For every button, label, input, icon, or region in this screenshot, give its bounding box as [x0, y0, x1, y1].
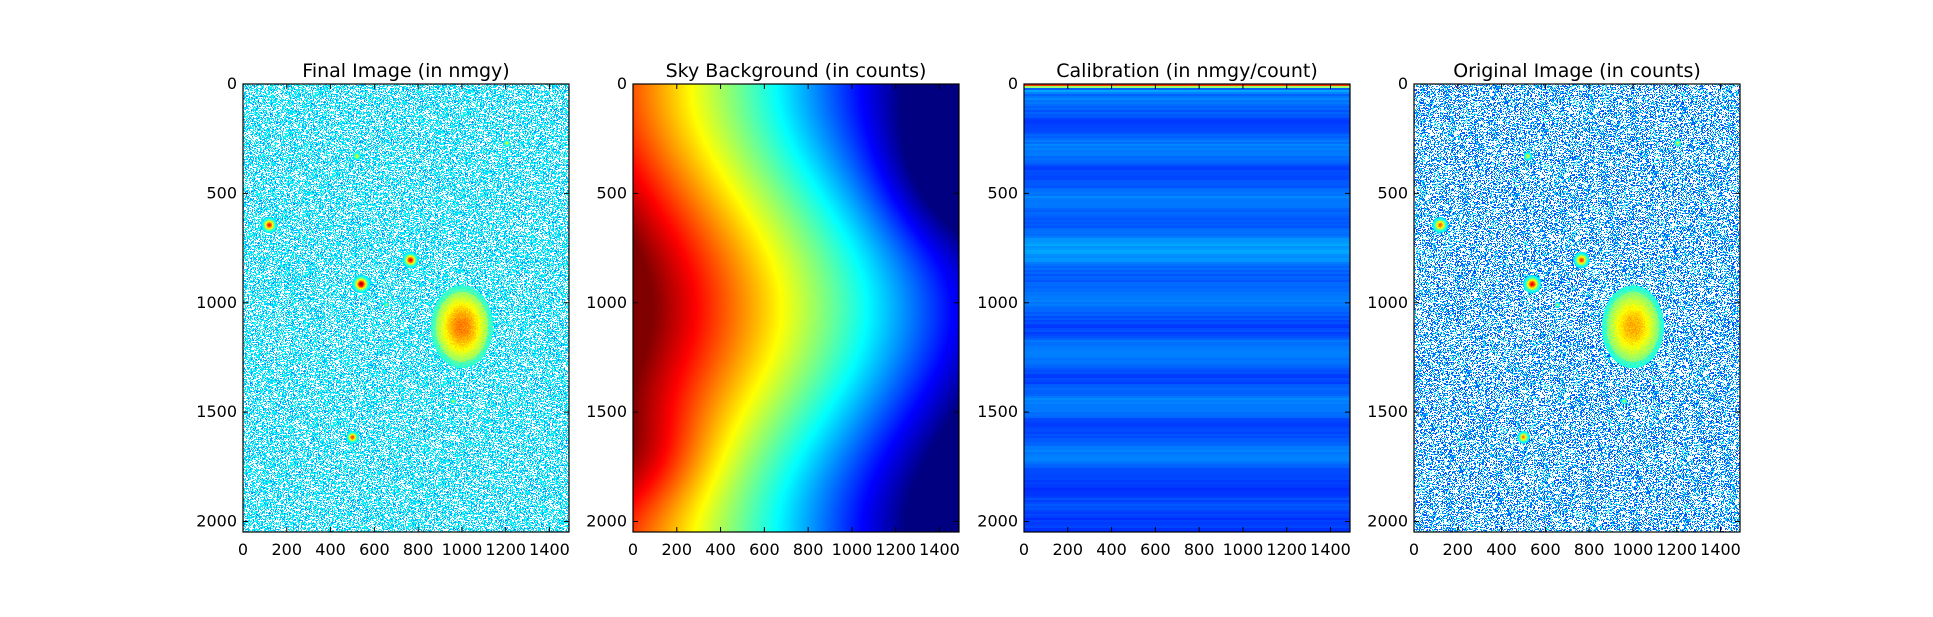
x-tick-label: 1200 [1266, 540, 1307, 559]
x-tick-label: 1200 [485, 540, 526, 559]
y-tick-label: 2000 [1367, 512, 1408, 531]
y-tick-label: 0 [617, 74, 627, 93]
x-tick-label: 0 [238, 540, 248, 559]
axes-frame [632, 83, 960, 533]
panel-1: 0 200 400 600 800 1000 1200 1400050010001500200… [196, 60, 570, 559]
y-tick-label: 0 [1398, 74, 1408, 93]
axes-frame [242, 83, 570, 533]
y-tick-label: 0 [1008, 74, 1018, 93]
x-tick-label: 200 [1053, 540, 1084, 559]
y-tick-label: 0 [227, 74, 237, 93]
heatmap-image [633, 84, 959, 532]
y-tick-label: 2000 [586, 512, 627, 531]
heatmap-image [243, 84, 569, 532]
x-tick-label: 1200 [875, 540, 916, 559]
x-tick-label: 1400 [1310, 540, 1351, 559]
y-tick-label: 500 [1377, 183, 1408, 202]
y-tick-label: 1000 [977, 293, 1018, 312]
y-tick-label: 1500 [586, 402, 627, 421]
y-tick-label: 1000 [196, 293, 237, 312]
heatmap-image [1024, 84, 1350, 532]
x-tick-label: 800 [403, 540, 434, 559]
x-tick-label: 400 [1096, 540, 1127, 559]
y-tick-label: 1000 [1367, 293, 1408, 312]
x-tick-label: 400 [705, 540, 736, 559]
y-tick-label: 2000 [196, 512, 237, 531]
x-tick-label: 1200 [1656, 540, 1697, 559]
axes-frame [1023, 83, 1351, 533]
panel-title: Sky Background (in counts) [666, 60, 927, 82]
panel-title: Original Image (in counts) [1453, 60, 1701, 82]
x-tick-label: 600 [1140, 540, 1171, 559]
x-tick-label: 200 [662, 540, 693, 559]
x-tick-label: 1000 [1223, 540, 1264, 559]
panel-title: Calibration (in nmgy/count) [1056, 60, 1317, 82]
x-tick-label: 600 [359, 540, 390, 559]
x-tick-label: 800 [793, 540, 824, 559]
y-tick-label: 1500 [1367, 402, 1408, 421]
x-tick-label: 400 [315, 540, 346, 559]
x-tick-label: 200 [272, 540, 303, 559]
x-tick-label: 0 [628, 540, 638, 559]
x-tick-label: 0 [1019, 540, 1029, 559]
x-tick-label: 600 [1530, 540, 1561, 559]
y-tick-label: 1500 [196, 402, 237, 421]
x-tick-label: 1400 [1700, 540, 1741, 559]
y-tick-label: 500 [206, 183, 237, 202]
x-tick-label: 1400 [919, 540, 960, 559]
x-tick-label: 200 [1443, 540, 1474, 559]
x-tick-label: 800 [1574, 540, 1605, 559]
axes-frame [1413, 83, 1741, 533]
y-tick-label: 500 [987, 183, 1018, 202]
x-tick-label: 600 [749, 540, 780, 559]
x-tick-label: 1000 [1613, 540, 1654, 559]
x-tick-label: 400 [1486, 540, 1517, 559]
x-tick-label: 1000 [442, 540, 483, 559]
x-tick-label: 0 [1409, 540, 1419, 559]
x-tick-label: 800 [1184, 540, 1215, 559]
y-tick-label: 1500 [977, 402, 1018, 421]
panel-4: 0 200 400 600 800 1000 1200 1400050010001500200… [1367, 60, 1741, 559]
heatmap-image [1414, 84, 1740, 532]
x-tick-label: 1400 [529, 540, 570, 559]
x-tick-label: 1000 [832, 540, 873, 559]
panel-3: 0 200 400 600 800 1000 1200 1400050010001500200… [977, 60, 1351, 559]
panel-title: Final Image (in nmgy) [302, 60, 509, 82]
y-tick-label: 500 [596, 183, 627, 202]
panel-2: 0 200 400 600 800 1000 1200 1400050010001500200… [586, 60, 960, 559]
y-tick-label: 2000 [977, 512, 1018, 531]
y-tick-label: 1000 [586, 293, 627, 312]
